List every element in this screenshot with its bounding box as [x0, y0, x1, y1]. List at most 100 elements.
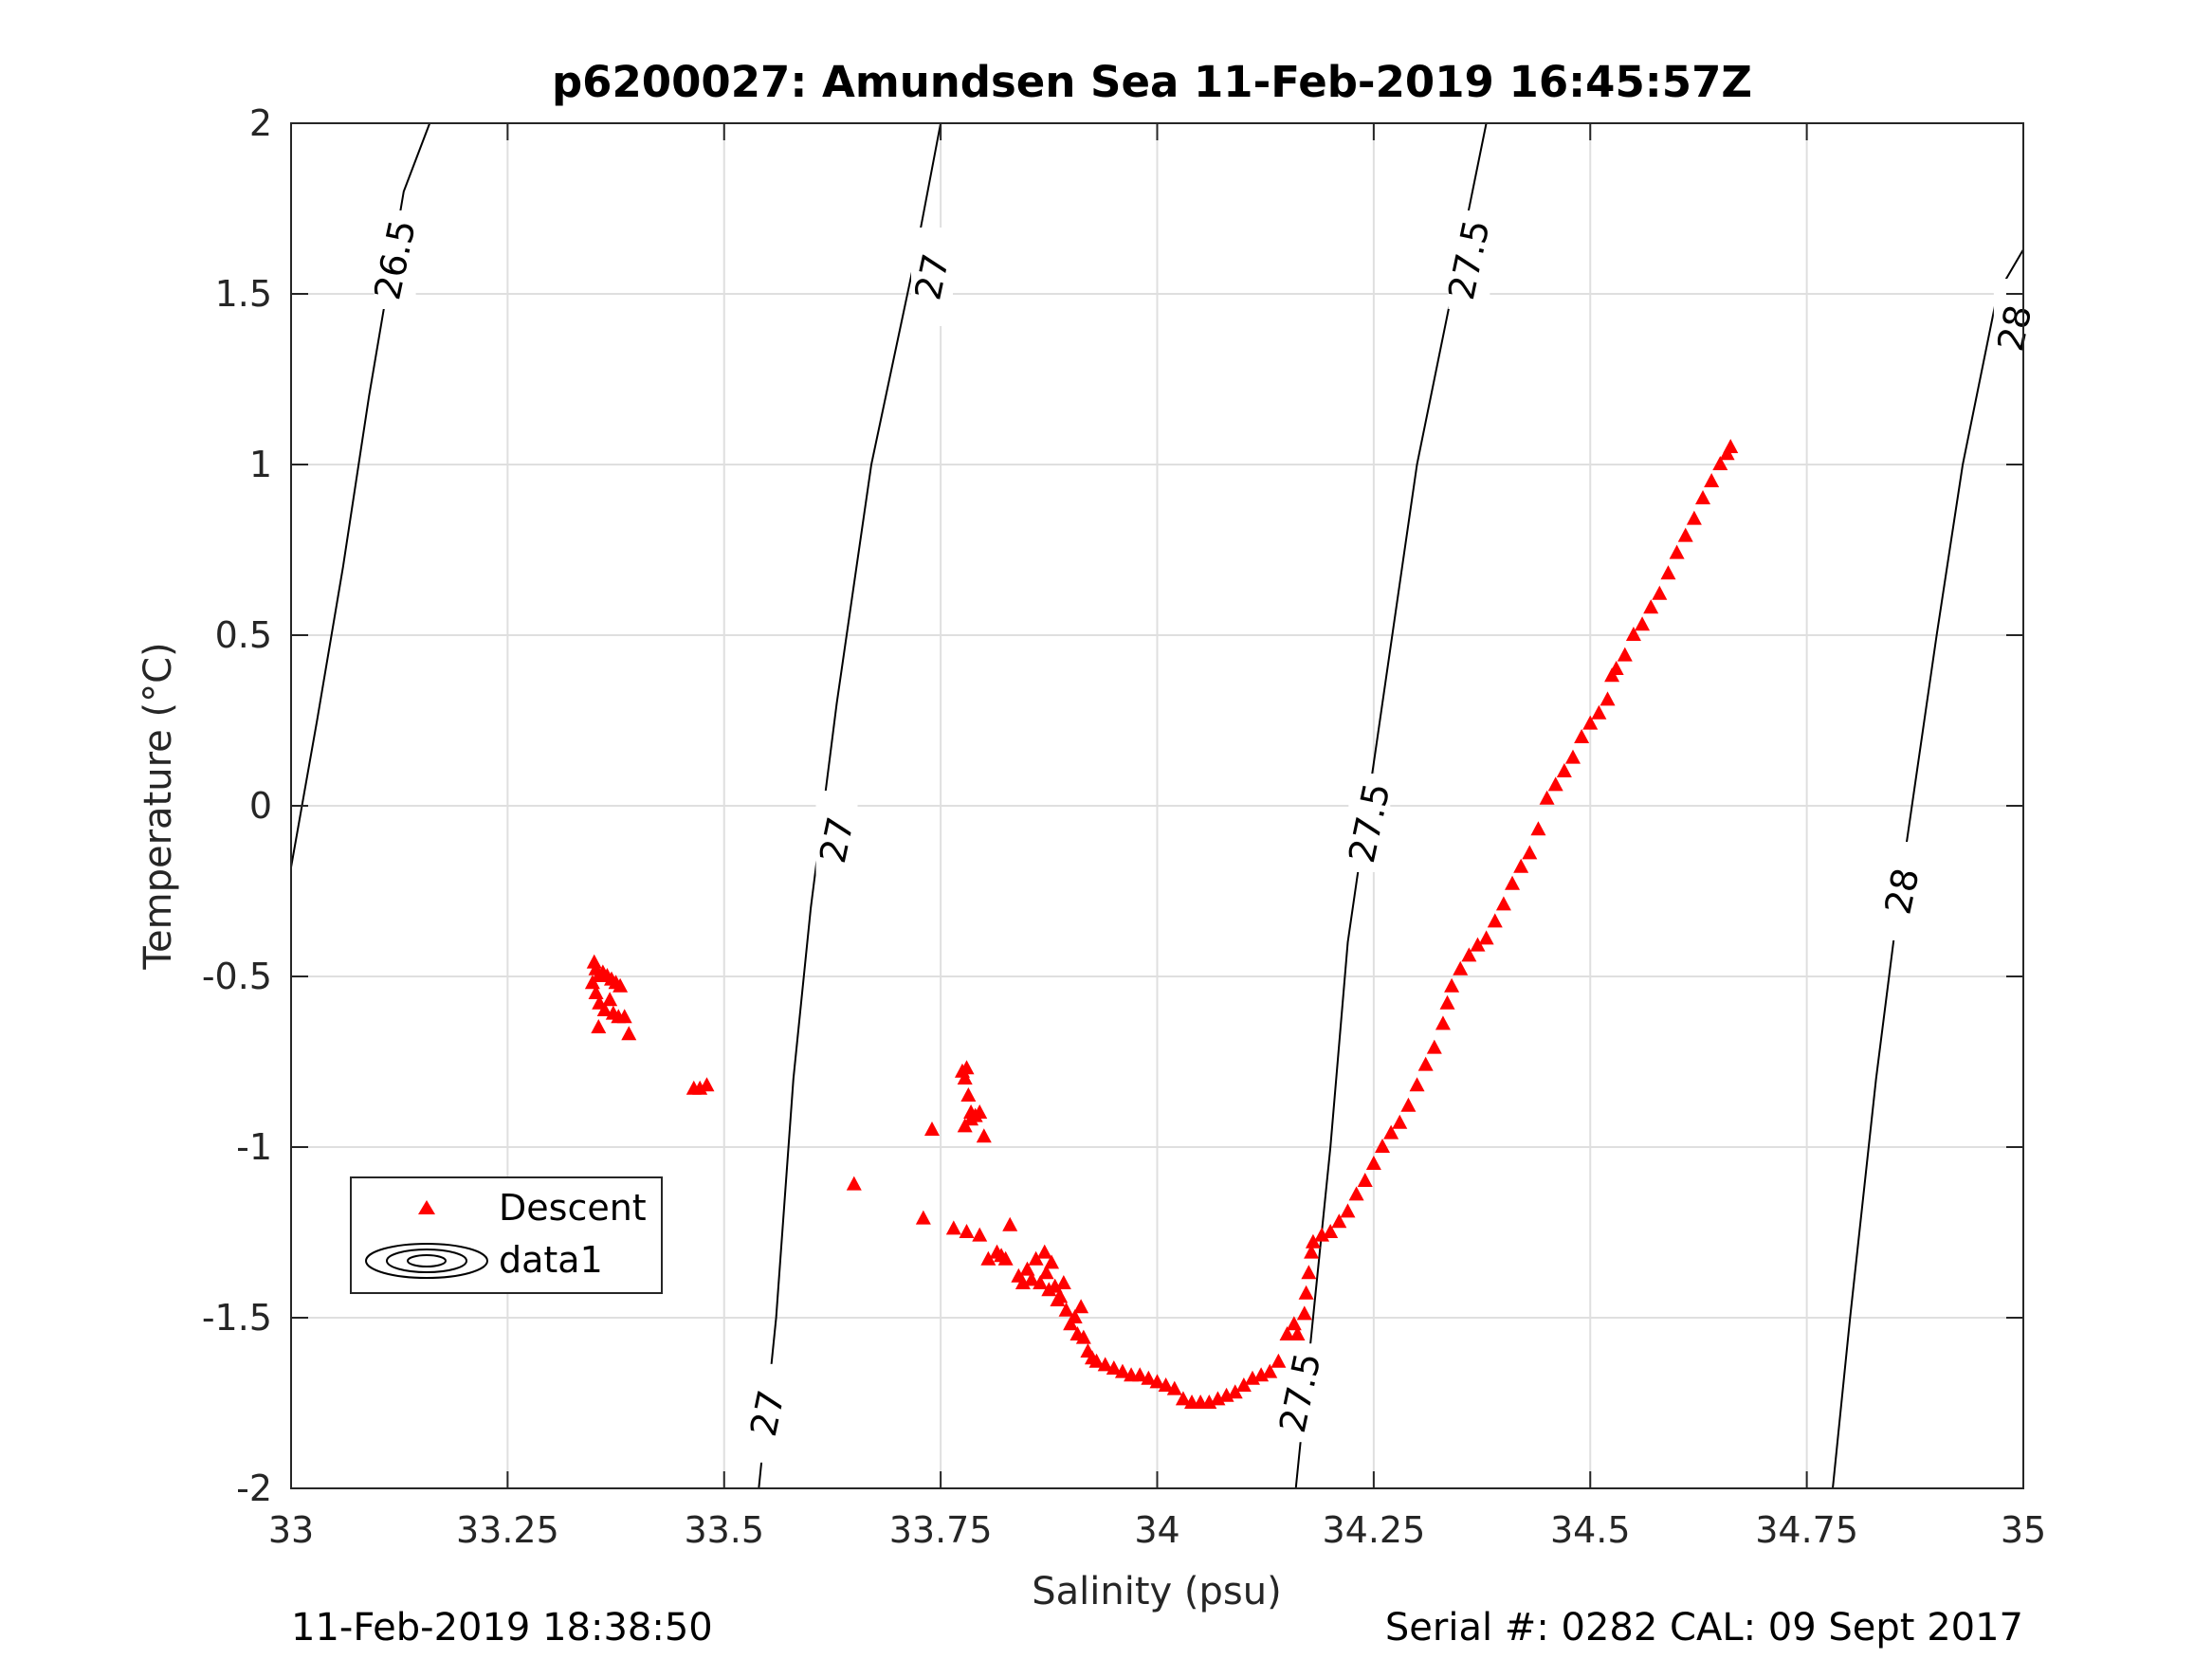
- descent-point: [1564, 749, 1581, 764]
- descent-point: [972, 1227, 988, 1242]
- descent-point: [1704, 473, 1720, 487]
- y-tick-label: 2: [249, 102, 272, 144]
- descent-point: [1547, 776, 1563, 792]
- x-tick-label: 33.25: [456, 1509, 559, 1551]
- descent-point: [923, 1121, 940, 1136]
- descent-point: [1036, 1244, 1052, 1259]
- descent-point: [1409, 1077, 1425, 1092]
- descent-point: [1296, 1305, 1312, 1321]
- x-tick-label: 34.25: [1322, 1509, 1425, 1551]
- x-tick-label: 35: [2001, 1509, 2046, 1551]
- descent-point: [959, 1224, 975, 1238]
- descent-point: [945, 1220, 961, 1235]
- isopycnal-label: 27: [742, 1387, 793, 1440]
- descent-point: [1643, 599, 1659, 614]
- descent-point: [1712, 456, 1728, 470]
- descent-point: [972, 1104, 988, 1119]
- descent-point: [1028, 1250, 1044, 1266]
- descent-point: [1461, 947, 1477, 962]
- descent-point: [1635, 616, 1651, 631]
- descent-point: [1686, 510, 1702, 525]
- descent-point: [1106, 1360, 1122, 1375]
- descent-point: [584, 975, 600, 990]
- descent-point: [616, 1009, 632, 1024]
- descent-point: [1044, 1254, 1060, 1269]
- descent-point: [1478, 930, 1494, 945]
- isopycnal-label: 27: [906, 250, 957, 303]
- x-tick-label: 34.75: [1755, 1509, 1858, 1551]
- isopycnal-label-bg: [910, 228, 953, 326]
- footer-timestamp: 11-Feb-2019 18:38:50: [291, 1606, 713, 1650]
- isopycnal-label-bg: [815, 791, 858, 889]
- descent-point: [1439, 994, 1455, 1010]
- descent-point: [1058, 1302, 1074, 1317]
- descent-points: [584, 439, 1739, 1409]
- descent-point: [1530, 821, 1546, 836]
- descent-point: [1038, 1265, 1054, 1280]
- descent-point: [1073, 1299, 1089, 1314]
- descent-point: [602, 992, 618, 1007]
- y-tick-label: -2: [236, 1468, 272, 1509]
- descent-point: [1348, 1186, 1364, 1201]
- descent-point: [1723, 439, 1739, 453]
- isopycnal-label-bg: [1279, 1343, 1322, 1443]
- y-axis-ticks: -2 -1.5 -1 -0.5 0 0.5 1 1.5 2: [202, 102, 2023, 1509]
- descent-point: [957, 1070, 973, 1085]
- y-tick-label: -0.5: [202, 956, 272, 997]
- x-tick-label: 34: [1134, 1509, 1179, 1551]
- descent-point: [997, 1250, 1014, 1266]
- descent-point: [1495, 896, 1511, 911]
- x-axis-label: Salinity (psu): [1032, 1570, 1281, 1613]
- descent-point: [846, 1176, 862, 1191]
- chart-title: p6200027: Amundsen Sea 11-Feb-2019 16:45…: [552, 57, 1752, 107]
- descent-point: [1301, 1265, 1317, 1280]
- descent-point: [1055, 1275, 1071, 1289]
- descent-point: [596, 1002, 612, 1016]
- descent-point: [591, 1019, 607, 1033]
- descent-point: [1582, 715, 1599, 730]
- descent-point: [1375, 1139, 1391, 1153]
- isopycnal-label-bg: [1348, 774, 1391, 872]
- legend-descent-marker: [418, 1200, 435, 1214]
- descent-point: [1132, 1367, 1148, 1382]
- descent-point: [1487, 913, 1503, 928]
- legend-contour-icon: [365, 1243, 488, 1279]
- descent-point: [1625, 627, 1641, 641]
- isopycnal-label: 27: [812, 813, 862, 866]
- descent-point: [1141, 1370, 1157, 1385]
- descent-point: [960, 1087, 977, 1102]
- descent-point: [1392, 1114, 1408, 1129]
- y-tick-label: 0.5: [215, 614, 272, 656]
- x-axis-ticks: 33 33.25 33.5 33.75 34 34.25 34.5 34.75 35: [268, 123, 2046, 1551]
- descent-point: [1574, 729, 1590, 743]
- descent-point: [621, 1026, 637, 1041]
- descent-point: [1417, 1056, 1434, 1071]
- isopycnal-line-28: [1832, 248, 2024, 1489]
- y-tick-label: 0: [249, 785, 272, 827]
- y-tick-label: 1.5: [215, 273, 272, 315]
- legend-box: [350, 1176, 663, 1294]
- descent-point: [1158, 1377, 1174, 1392]
- descent-point: [1340, 1203, 1356, 1218]
- descent-point: [1539, 790, 1555, 805]
- y-tick-label: -1: [236, 1126, 272, 1168]
- descent-point: [1052, 1288, 1069, 1304]
- descent-point: [1608, 661, 1624, 675]
- descent-point: [1149, 1374, 1165, 1389]
- descent-point: [1088, 1353, 1105, 1368]
- descent-point: [1453, 960, 1469, 975]
- isopycnal-label-bg: [1993, 279, 2036, 377]
- descent-point: [1289, 1326, 1306, 1340]
- descent-point: [1175, 1391, 1191, 1406]
- descent-point: [1600, 691, 1616, 706]
- y-tick-label: -1.5: [202, 1297, 272, 1339]
- descent-point: [1444, 977, 1460, 993]
- descent-point: [1513, 858, 1529, 873]
- descent-point: [612, 977, 629, 993]
- descent-point: [1298, 1285, 1314, 1300]
- descent-point: [1114, 1363, 1130, 1378]
- isopycnal-line-26-5: [290, 122, 431, 867]
- y-axis-label: Temperature (°C): [137, 642, 180, 970]
- descent-point: [1067, 1309, 1083, 1323]
